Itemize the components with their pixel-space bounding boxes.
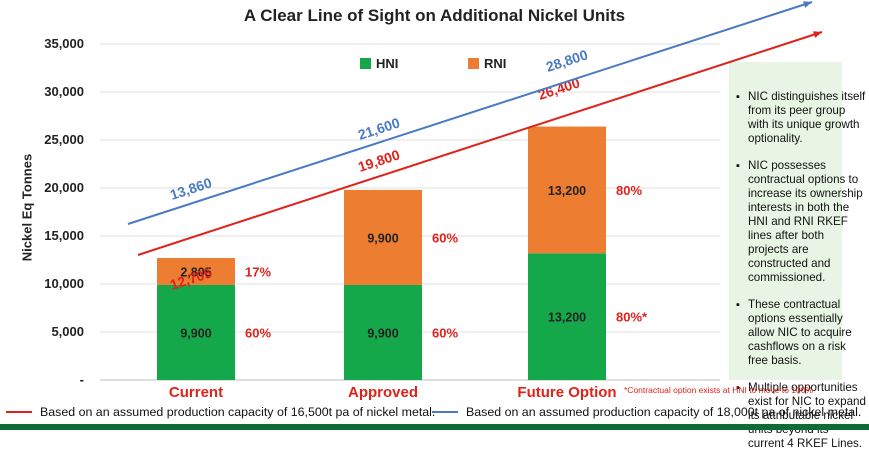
legend-label-rni: RNI <box>484 56 507 71</box>
footer-legend-red-text: Based on an assumed production capacity … <box>40 405 436 419</box>
bar-value-label: 13,200 <box>548 184 586 198</box>
y-tick-label: 25,000 <box>44 132 84 147</box>
y-tick-label: 5,000 <box>51 324 84 339</box>
y-tick-label: 30,000 <box>44 84 84 99</box>
trend-arrowhead <box>803 1 812 8</box>
bar-rni <box>157 258 235 285</box>
y-tick-label: 35,000 <box>44 36 84 51</box>
chart-slide: A Clear Line of Sight on Additional Nick… <box>0 0 869 430</box>
category-label-current: Current <box>168 384 224 401</box>
bar-hni <box>344 284 422 380</box>
bar-percent-label: 60% <box>432 325 458 340</box>
bullet-item: NIC possesses contractual options to inc… <box>736 159 866 285</box>
bar-percent-label: 80%* <box>616 310 648 325</box>
trend-line <box>137 31 823 256</box>
bar-value-label: 9,900 <box>367 231 398 245</box>
bar-value-label: 2,805 <box>180 265 211 279</box>
bar-hni <box>157 284 235 380</box>
y-tick-label: - <box>79 372 84 387</box>
bar-value-label: 9,900 <box>367 326 398 340</box>
legend-swatch-rni <box>468 58 479 69</box>
trend-arrowhead <box>813 31 822 38</box>
legend-item-hni: HNI <box>360 56 398 71</box>
bar-percent-label: 17% <box>245 264 271 279</box>
y-tick-label: 15,000 <box>44 228 84 243</box>
bar-value-label: 9,900 <box>180 326 211 340</box>
category-label-future-option: Future Option <box>517 384 617 401</box>
bullet-text: NIC possesses contractual options to inc… <box>748 159 863 284</box>
brand-bar <box>0 424 869 430</box>
bullet-item: These contractual options essentially al… <box>736 298 866 368</box>
bar-rni <box>528 126 606 254</box>
legend-swatch-hni <box>360 58 371 69</box>
red-line-swatch <box>6 411 32 413</box>
bar-percent-label: 60% <box>245 325 271 340</box>
chart-title: A Clear Line of Sight on Additional Nick… <box>243 6 626 25</box>
bar-value-label: 13,200 <box>548 311 586 325</box>
blue-line-swatch <box>432 411 458 413</box>
bullet-item: NIC distinguishes itself from its peer g… <box>736 90 866 146</box>
y-tick-label: 10,000 <box>44 276 84 291</box>
trend-value-label: 28,800 <box>544 46 590 75</box>
bar-rni <box>344 189 422 285</box>
bar-percent-label: 80% <box>616 183 642 198</box>
trend-value-label: 21,600 <box>356 114 402 143</box>
trend-line <box>127 1 813 225</box>
bar-hni <box>528 253 606 380</box>
chart-plot: 9,900 60% 2,805 17% 9,900 60% 9,900 60% 13,200 80… <box>100 1 823 381</box>
bar-percent-label: 60% <box>432 230 458 245</box>
footer-legend-blue: Based on an assumed production capacity … <box>432 405 861 419</box>
category-label-approved: Approved <box>347 384 418 401</box>
footer-legend-blue-text: Based on an assumed production capacity … <box>466 405 862 419</box>
legend-item-rni: RNI <box>468 56 506 71</box>
y-tick-label: 20,000 <box>44 180 84 195</box>
footer-legend-red: Based on an assumed production capacity … <box>6 405 435 419</box>
footnote: *Contractual option exists at HNI to mov… <box>624 385 813 395</box>
legend-label-hni: HNI <box>376 56 399 71</box>
